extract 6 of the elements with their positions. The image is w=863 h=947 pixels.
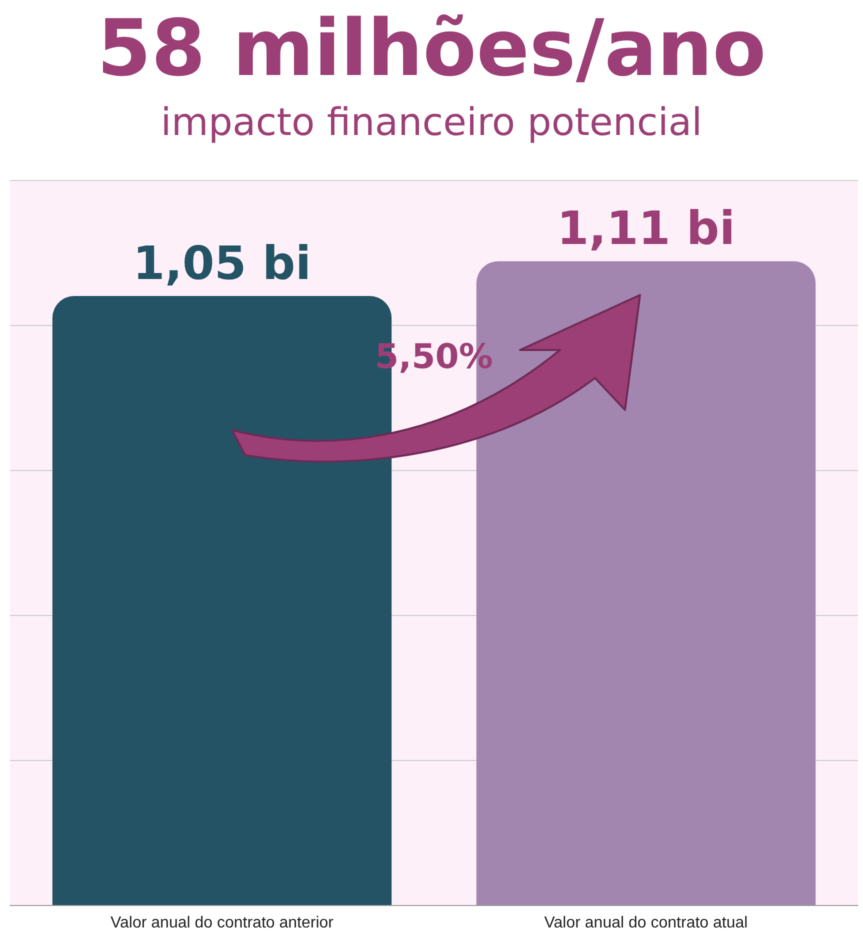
data-label: 1,11 bi [556, 201, 736, 256]
x-tick-label: Valor anual do contrato anterior [110, 914, 334, 932]
chart-title: 58 milhões/ano [96, 4, 766, 94]
data-label: 1,05 bi [132, 236, 312, 290]
x-tick-label: Valor anual do contrato atual [544, 914, 748, 932]
chart-subtitle: impacto financeiro potencial [160, 100, 702, 144]
